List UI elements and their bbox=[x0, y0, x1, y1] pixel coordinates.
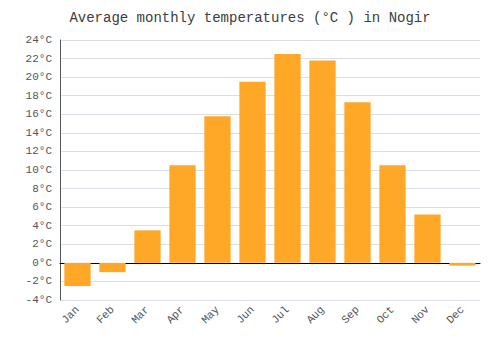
svg-text:8°C: 8°C bbox=[32, 183, 52, 195]
svg-text:24°C: 24°C bbox=[26, 34, 53, 46]
svg-text:May: May bbox=[199, 303, 222, 326]
svg-text:10°C: 10°C bbox=[26, 164, 53, 176]
svg-text:Jun: Jun bbox=[234, 304, 256, 326]
svg-text:Mar: Mar bbox=[129, 304, 151, 326]
svg-text:0°C: 0°C bbox=[32, 257, 52, 269]
svg-text:12°C: 12°C bbox=[26, 145, 53, 157]
svg-text:4°C: 4°C bbox=[32, 220, 52, 232]
svg-text:Aug: Aug bbox=[304, 304, 326, 326]
svg-text:6°C: 6°C bbox=[32, 201, 52, 213]
svg-text:Apr: Apr bbox=[164, 304, 186, 326]
svg-text:2°C: 2°C bbox=[32, 238, 52, 250]
svg-text:14°C: 14°C bbox=[26, 127, 53, 139]
svg-text:16°C: 16°C bbox=[26, 108, 53, 120]
svg-text:Average monthly temperatures (: Average monthly temperatures (°C ) in No… bbox=[69, 10, 430, 26]
svg-text:Oct: Oct bbox=[374, 304, 396, 326]
svg-text:20°C: 20°C bbox=[26, 71, 53, 83]
svg-text:18°C: 18°C bbox=[26, 90, 53, 102]
svg-text:Feb: Feb bbox=[94, 304, 116, 326]
svg-text:Jul: Jul bbox=[269, 304, 291, 326]
svg-text:Jan: Jan bbox=[59, 304, 81, 326]
svg-text:-2°C: -2°C bbox=[26, 275, 53, 287]
svg-text:22°C: 22°C bbox=[26, 53, 53, 65]
svg-text:Sep: Sep bbox=[339, 304, 361, 326]
svg-text:Nov: Nov bbox=[409, 303, 432, 326]
svg-text:Dec: Dec bbox=[444, 304, 466, 326]
svg-text:-4°C: -4°C bbox=[26, 294, 53, 306]
